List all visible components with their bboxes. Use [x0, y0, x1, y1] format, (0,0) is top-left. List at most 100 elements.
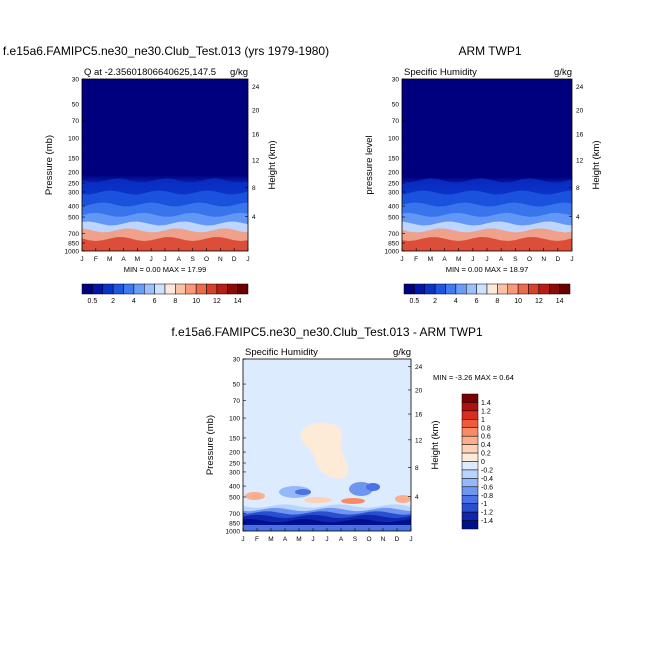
colorbar-label: 0.2	[481, 451, 491, 458]
y-tick-label: 850	[229, 521, 240, 528]
x-tick-label: A	[121, 256, 126, 263]
y2-axis-label: Height (km)	[267, 140, 278, 189]
y2-tick-label: 12	[252, 157, 260, 164]
colorbar-label: 0	[481, 459, 485, 466]
colorbar-label: 8	[495, 298, 499, 305]
colorbar-label: 6	[475, 298, 479, 305]
y2-tick-label: 4	[252, 214, 256, 221]
y-tick-label: 150	[68, 155, 79, 162]
colorbar-label: -1	[481, 501, 487, 508]
colorbar-swatch	[185, 283, 197, 295]
colorbar-swatch	[434, 283, 446, 295]
colorbar-label: 0.8	[481, 425, 491, 432]
y-tick-label: 500	[68, 215, 79, 222]
y-tick-label: 700	[229, 511, 240, 518]
y-tick-label: 30	[233, 357, 241, 364]
x-tick-label: F	[255, 536, 259, 543]
anomaly-blob	[304, 497, 332, 503]
x-tick-label: M	[296, 536, 301, 543]
y2-tick-label: 16	[415, 412, 423, 419]
contour-band	[82, 237, 248, 251]
colorbar-swatch	[424, 283, 436, 295]
x-tick-label: N	[381, 536, 386, 543]
positive-anomaly-region	[300, 422, 349, 479]
x-tick-label: M	[135, 256, 140, 263]
chart-subtitle: Specific Humidity	[404, 67, 477, 78]
y-tick-label: 300	[388, 189, 399, 196]
colorbar-swatch	[461, 503, 479, 513]
chart-panel-3: f.e15a6.FAMIPC5.ne30_ne30.Club_Test.013 …	[171, 325, 514, 543]
y-tick-label: 850	[68, 241, 79, 248]
x-tick-label: O	[527, 256, 532, 263]
colorbar-label: -0.6	[481, 484, 493, 491]
colorbar-swatch	[92, 283, 103, 295]
colorbar-label: 10	[514, 298, 522, 305]
y2-tick-label: 20	[576, 107, 584, 114]
y-tick-label: 50	[72, 102, 80, 109]
colorbar-swatch	[227, 283, 238, 295]
y-tick-label: 1000	[226, 529, 241, 536]
colorbar-label: 0.5	[88, 298, 98, 305]
y-tick-label: 1000	[65, 249, 80, 256]
x-tick-label: S	[353, 536, 358, 543]
colorbar-swatch	[461, 435, 479, 445]
x-tick-label: J	[409, 536, 412, 543]
y2-tick-label: 20	[252, 107, 260, 114]
x-tick-label: N	[218, 256, 223, 263]
colorbar-swatch	[497, 283, 508, 295]
chart-title: f.e15a6.FAMIPC5.ne30_ne30.Club_Test.013 …	[3, 44, 329, 58]
colorbar-label: -0.4	[481, 476, 493, 483]
y-tick-label: 500	[388, 215, 399, 222]
colorbar-swatch	[206, 283, 218, 295]
x-tick-label: D	[555, 256, 560, 263]
colorbar-swatch	[445, 283, 457, 295]
colorbar-label: 2	[433, 298, 437, 305]
anomaly-blob	[341, 498, 365, 504]
x-tick-label: F	[94, 256, 98, 263]
y-tick-label: 300	[68, 189, 79, 196]
y-tick-label: 400	[68, 204, 79, 211]
chart-subtitle: Q at -2.35601806640625,147.5	[84, 67, 216, 78]
min-max-stats: MIN = -3.26 MAX = 0.64	[433, 373, 514, 382]
y-tick-label: 700	[388, 231, 399, 238]
colorbar-swatch	[195, 283, 207, 295]
colorbar-label: 2	[111, 298, 115, 305]
y-tick-label: 30	[72, 77, 80, 84]
colorbar-swatch	[461, 469, 479, 479]
x-tick-label: J	[570, 256, 573, 263]
y-tick-label: 250	[388, 181, 399, 188]
min-max-stats: MIN = 0.00 MAX = 17.99	[124, 265, 207, 274]
colorbar-swatch	[461, 495, 479, 504]
colorbar-swatch	[461, 486, 479, 496]
anomaly-blob	[295, 489, 311, 495]
x-tick-label: O	[366, 536, 371, 543]
colorbar-label: 1.2	[481, 408, 491, 415]
min-max-stats: MIN = 0.00 MAX = 18.97	[446, 265, 529, 274]
x-tick-label: A	[177, 256, 182, 263]
y-axis-label: Pressure (mb)	[44, 135, 55, 195]
y-tick-label: 300	[229, 469, 240, 476]
colorbar-label: 0.5	[410, 298, 420, 305]
x-tick-label: D	[232, 256, 237, 263]
colorbar-label: 12	[213, 298, 221, 305]
colorbar-swatch	[81, 283, 93, 295]
colorbar-label: -0.2	[481, 467, 493, 474]
y-tick-label: 70	[233, 398, 241, 405]
colorbar-swatch	[461, 478, 479, 488]
colorbar-swatch	[461, 427, 479, 437]
y-tick-label: 250	[229, 461, 240, 468]
y-tick-label: 200	[388, 170, 399, 177]
y-tick-label: 1000	[385, 249, 400, 256]
colorbar-label: 6	[153, 298, 157, 305]
colorbar-label: 4	[132, 298, 136, 305]
x-tick-label: J	[150, 256, 153, 263]
chart-panel-1: f.e15a6.FAMIPC5.ne30_ne30.Club_Test.013 …	[3, 44, 329, 305]
colorbar-swatch	[549, 283, 560, 295]
y2-tick-label: 8	[415, 465, 419, 472]
x-tick-label: J	[400, 256, 403, 263]
x-tick-label: F	[414, 256, 418, 263]
x-tick-label: A	[499, 256, 504, 263]
units-label: g/kg	[230, 67, 248, 78]
y2-tick-label: 24	[576, 84, 584, 91]
colorbar-swatch	[461, 410, 479, 420]
